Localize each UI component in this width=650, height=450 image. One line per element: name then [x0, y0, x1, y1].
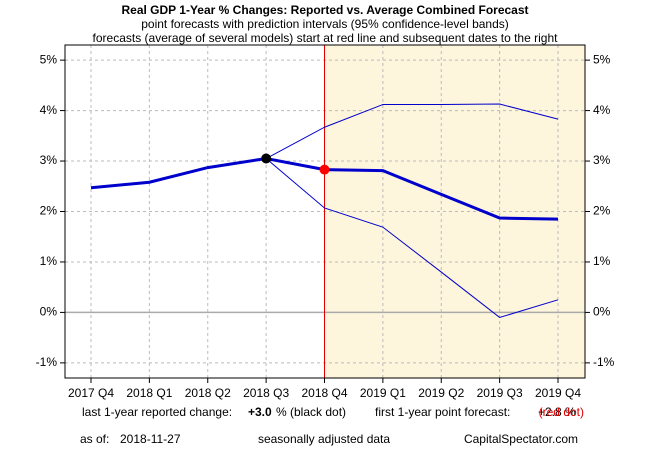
- x-tick-label: 2019 Q1: [360, 386, 406, 400]
- reported-dot: [261, 153, 272, 164]
- footer-text: seasonally adjusted data: [258, 432, 390, 446]
- footer-text: % (black dot): [276, 405, 346, 419]
- footer-text: +2.8 %: [538, 405, 576, 419]
- subtitle: forecasts (average of several models) st…: [93, 31, 559, 45]
- y-tick-label: 0%: [593, 305, 611, 319]
- y-tick-label: -1%: [593, 355, 615, 369]
- footer-text: as of:: [80, 432, 109, 446]
- footer-text: first 1-year point forecast:: [375, 405, 510, 419]
- y-tick-label: 5%: [40, 52, 58, 66]
- y-tick-label: 1%: [593, 254, 611, 268]
- x-tick-label: 2018 Q2: [185, 386, 231, 400]
- x-tick-label: 2018 Q4: [301, 386, 347, 400]
- y-tick-label: -1%: [36, 355, 58, 369]
- forecast-dot: [319, 164, 330, 175]
- y-tick-label: 2%: [40, 204, 58, 218]
- footer-text: last 1-year reported change:: [82, 405, 232, 419]
- y-tick-label: 3%: [40, 153, 58, 167]
- subtitle: point forecasts with prediction interval…: [141, 17, 509, 31]
- x-tick-label: 2017 Q4: [68, 386, 114, 400]
- x-tick-label: 2019 Q3: [477, 386, 523, 400]
- y-tick-label: 1%: [40, 254, 58, 268]
- line: [265, 103, 559, 159]
- x-tick-label: 2018 Q3: [243, 386, 289, 400]
- y-tick-label: 0%: [40, 305, 58, 319]
- y-tick-label: 2%: [593, 204, 611, 218]
- footer-text: CapitalSpectator.com: [464, 432, 578, 446]
- x-tick-label: 2019 Q2: [418, 386, 464, 400]
- plot-frame: [64, 44, 586, 379]
- x-tick-label: 2018 Q1: [126, 386, 172, 400]
- line: [265, 158, 559, 319]
- y-tick-label: 5%: [593, 52, 611, 66]
- chart-title: Real GDP 1-Year % Changes: Reported vs. …: [121, 3, 528, 17]
- y-tick-label: 4%: [40, 103, 58, 117]
- footer-text: (red dot): [539, 405, 584, 419]
- y-tick-label: 3%: [593, 153, 611, 167]
- footer-text: +3.0: [248, 405, 272, 419]
- y-tick-label: 4%: [593, 103, 611, 117]
- footer-text: 2018-11-27: [120, 432, 181, 446]
- x-tick-label: 2019 Q4: [535, 386, 581, 400]
- footer: last 1-year reported change: +3.0 % (bla…: [80, 405, 584, 446]
